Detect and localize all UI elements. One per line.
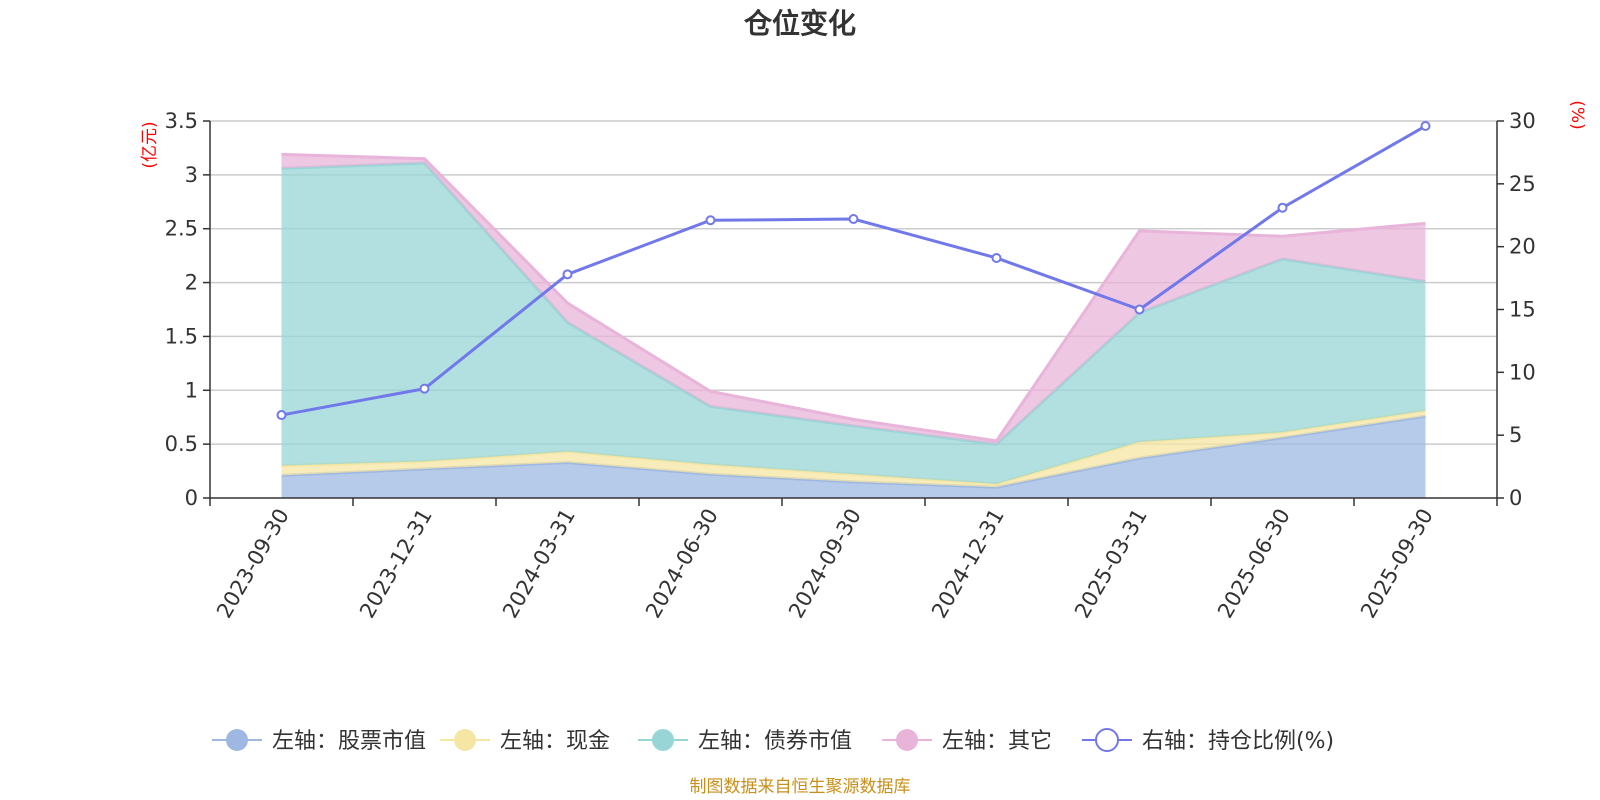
ratio-point [1134,304,1145,315]
x-tick-label: 2025-09-30 [1356,505,1438,623]
stacked-areas [281,152,1426,498]
legend: 左轴：股票市值 左轴：现金 左轴：债券市值 左轴：其它 右轴：持仓比例(%) [212,728,1334,754]
ratio-point [276,410,287,421]
ratio-point [705,215,716,226]
ratio-line-layer [276,121,1431,421]
ratio-point [991,252,1002,263]
left-tick-label: 1 [185,378,198,402]
legend-label: 左轴：股票市值 [272,729,426,754]
legend-label: 左轴：其它 [942,729,1052,754]
left-tick-label: 3.5 [165,109,198,133]
legend-item[interactable]: 左轴：债券市值 [638,729,852,754]
legend-item[interactable]: 左轴：股票市值 [212,729,426,754]
ratio-point [1420,121,1431,132]
ratio-point [848,214,859,225]
legend-marker [1095,728,1119,752]
source-note: 制图数据来自恒生聚源数据库 [690,777,911,797]
left-tick-label: 2.5 [165,217,198,241]
legend-label: 右轴：持仓比例(%) [1142,729,1334,754]
area-fill [281,410,1426,488]
left-tick-label: 0 [185,486,198,510]
legend-item[interactable]: 右轴：持仓比例(%) [1082,728,1334,754]
ratio-point [1277,202,1288,213]
right-tick-label: 20 [1509,235,1536,259]
x-tick-label: 2023-12-31 [355,505,437,623]
left-axis-unit: (亿元) [140,121,160,168]
chart-title: 仓位变化 [744,7,856,40]
left-tick-label: 0.5 [165,432,198,456]
legend-marker [454,729,476,751]
left-tick-label: 3 [185,163,198,187]
x-tick-label: 2025-06-30 [1213,505,1295,623]
left-tick-label: 2 [185,271,198,295]
right-axis-unit: (%) [1567,100,1587,129]
right-tick-label: 5 [1509,423,1522,447]
right-tick-label: 0 [1509,486,1522,510]
right-tick-label: 10 [1509,360,1536,384]
right-tick-label: 25 [1509,172,1536,196]
legend-item[interactable]: 左轴：现金 [440,729,610,754]
x-tick-label: 2025-03-31 [1070,505,1152,623]
legend-item[interactable]: 左轴：其它 [882,729,1052,754]
ratio-point [562,269,573,280]
left-tick-label: 1.5 [165,324,198,348]
area-fill [281,416,1426,498]
right-tick-label: 30 [1509,109,1536,133]
legend-marker [226,729,248,751]
right-tick-label: 15 [1509,298,1536,322]
x-tick-label: 2024-03-31 [498,505,580,623]
legend-label: 左轴：现金 [500,729,610,754]
legend-label: 左轴：债券市值 [698,729,852,754]
x-tick-label: 2024-12-31 [927,505,1009,623]
x-tick-label: 2024-09-30 [784,505,866,623]
ratio-point [419,383,430,394]
area-fill [281,163,1426,484]
legend-marker [896,729,918,751]
x-tick-label: 2023-09-30 [212,505,294,623]
x-tick-label: 2024-06-30 [641,505,723,623]
area-edge-line [281,152,1426,443]
legend-marker [652,729,674,751]
